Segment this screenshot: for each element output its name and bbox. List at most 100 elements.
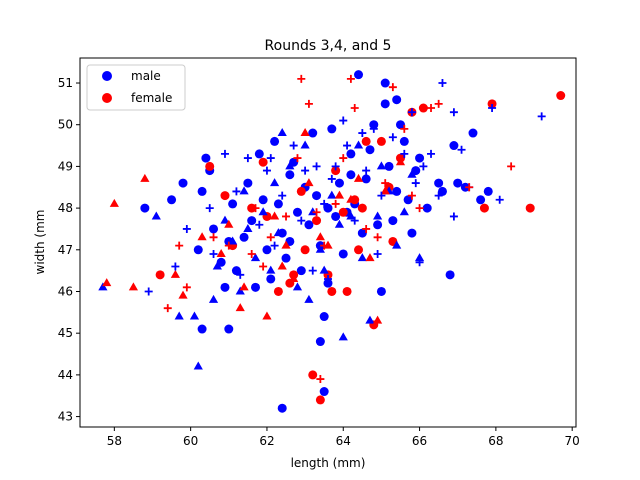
data-point-round-3 <box>357 228 367 238</box>
data-point-round-5-male <box>312 162 321 171</box>
data-point-round-4-male <box>338 332 348 341</box>
data-point-round-4-male <box>208 294 219 303</box>
data-point-round-4-female <box>197 232 207 241</box>
data-point-round-5-female <box>465 183 474 192</box>
data-point-round-3 <box>453 178 463 188</box>
data-point-round-3 <box>369 120 379 130</box>
data-point-round-3 <box>224 324 234 334</box>
data-point-round-3 <box>155 270 165 280</box>
data-point-round-3 <box>434 178 444 188</box>
x-axis-label: length (mm) <box>291 456 366 470</box>
data-point-round-5-male <box>320 199 329 208</box>
data-point-round-3 <box>315 337 325 347</box>
data-point-round-5-male <box>220 149 229 158</box>
data-point-round-3 <box>300 245 310 255</box>
data-point-round-4-male <box>292 282 303 291</box>
data-point-round-4-female <box>281 240 291 249</box>
data-point-round-3 <box>380 99 390 109</box>
data-point-round-5-male <box>427 149 436 158</box>
data-point-round-4-female <box>304 178 314 187</box>
data-point-round-5-male <box>182 224 191 233</box>
data-point-round-4-male <box>399 207 409 216</box>
data-point-round-3 <box>292 207 302 217</box>
data-point-round-3 <box>281 253 291 263</box>
y-tick-label: 44 <box>58 368 73 382</box>
data-point-round-4-male <box>239 186 249 195</box>
y-tick-label: 43 <box>58 410 73 424</box>
data-point-round-3 <box>407 228 417 238</box>
data-point-round-3 <box>388 216 398 226</box>
data-point-round-4-male <box>174 311 184 320</box>
data-point-round-4-male <box>193 361 203 370</box>
data-point-round-3 <box>346 170 356 180</box>
data-point-round-4-female <box>346 194 356 203</box>
data-point-round-3 <box>392 186 402 196</box>
data-point-round-3 <box>354 70 364 80</box>
data-point-round-5-male <box>449 108 458 117</box>
data-point-round-5-female <box>312 208 321 217</box>
data-point-round-3 <box>201 153 211 163</box>
data-point-round-5-female <box>251 204 260 213</box>
data-point-round-4-female <box>315 232 325 241</box>
data-point-round-5-male <box>270 241 279 250</box>
data-point-round-4-male <box>315 244 325 253</box>
data-point-round-3 <box>380 78 390 88</box>
data-point-round-3 <box>323 203 333 213</box>
data-point-round-4-male <box>220 215 230 224</box>
data-point-round-4-male <box>319 265 329 274</box>
x-axis-ticks: 58 60 62 64 66 68 70 <box>107 427 580 448</box>
data-point-round-5-male <box>297 216 306 225</box>
data-point-round-3 <box>392 95 402 105</box>
data-point-round-5-female <box>331 199 340 208</box>
y-tick-label: 46 <box>58 284 73 298</box>
data-point-round-5-male <box>205 204 214 213</box>
data-point-round-5-male <box>144 287 153 296</box>
x-tick-label: 60 <box>183 434 198 448</box>
data-point-round-3 <box>365 145 375 155</box>
data-point-round-5-male <box>232 187 241 196</box>
data-point-round-3 <box>315 395 325 405</box>
data-point-round-4-male <box>269 178 280 187</box>
data-point-round-4-male <box>300 140 310 149</box>
data-point-round-4-male <box>235 286 245 295</box>
data-point-round-3 <box>254 149 264 159</box>
data-point-round-3 <box>312 216 322 226</box>
data-point-round-3 <box>205 161 215 171</box>
data-point-round-4-female <box>269 211 280 220</box>
data-point-round-3 <box>422 203 432 213</box>
data-point-round-5-female <box>293 154 302 163</box>
data-point-round-5-female <box>381 179 390 188</box>
data-point-round-5-male <box>289 141 298 150</box>
data-point-round-4-female <box>289 273 299 282</box>
data-point-round-4-female <box>323 240 333 249</box>
data-point-round-5-female <box>266 233 275 242</box>
data-point-round-5-male <box>449 212 458 221</box>
data-point-round-5-female <box>316 375 325 384</box>
data-point-round-5-male <box>301 166 310 175</box>
data-point-round-3 <box>197 324 207 334</box>
data-point-round-5-male <box>373 249 382 258</box>
data-point-round-5-male <box>331 162 340 171</box>
data-point-round-3 <box>376 286 386 296</box>
data-point-round-4-male <box>250 253 261 262</box>
data-point-round-3 <box>331 166 341 176</box>
y-tick-label: 45 <box>58 326 73 340</box>
data-point-round-4-male <box>277 128 287 137</box>
y-tick-label: 48 <box>58 201 73 215</box>
data-point-round-3 <box>479 203 489 213</box>
x-tick-label: 68 <box>488 434 503 448</box>
data-point-round-5-female <box>224 241 233 250</box>
data-point-round-5-female <box>373 233 382 242</box>
data-point-round-3 <box>231 266 241 276</box>
data-point-round-5-male <box>209 249 218 258</box>
data-point-round-4-female <box>224 219 234 228</box>
data-point-round-3 <box>220 282 230 292</box>
data-point-round-5-male <box>266 154 275 163</box>
data-point-round-4-female <box>109 198 119 207</box>
data-point-round-5-male <box>537 112 546 121</box>
data-point-round-5-male <box>369 124 378 133</box>
data-point-round-4-male <box>414 253 425 262</box>
data-point-round-3 <box>346 149 356 159</box>
data-point-round-4-female <box>334 190 345 199</box>
